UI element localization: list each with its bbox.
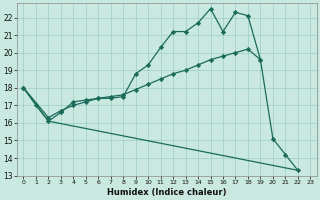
X-axis label: Humidex (Indice chaleur): Humidex (Indice chaleur) bbox=[107, 188, 227, 197]
